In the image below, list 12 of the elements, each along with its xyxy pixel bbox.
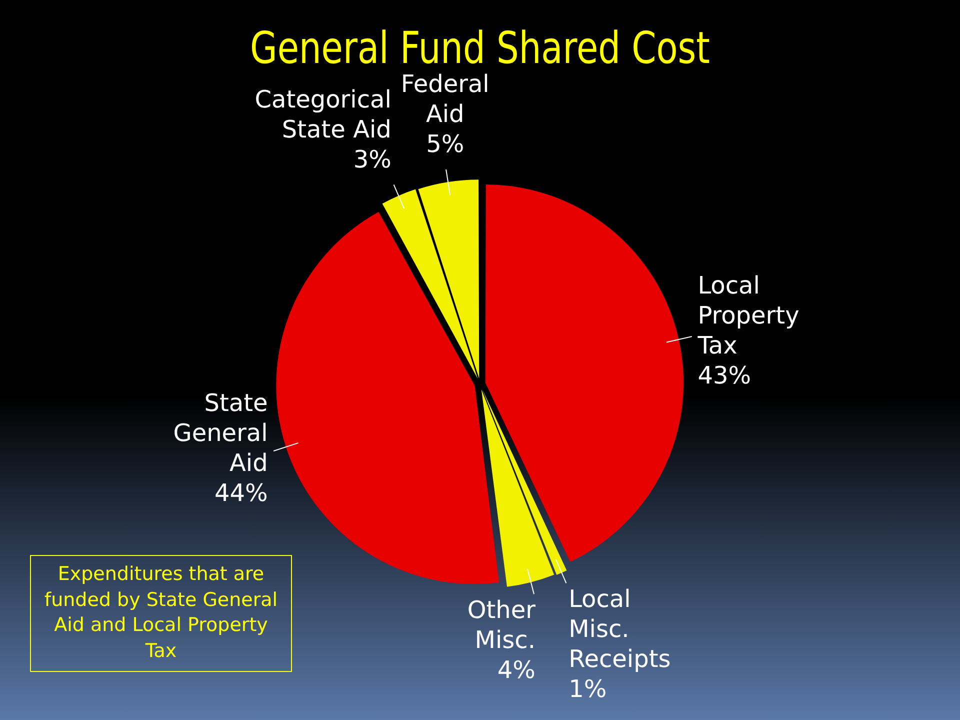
slice-label: Local Misc. Receipts [568,584,671,673]
data-label: 4% [497,656,536,684]
data-label: 44% [214,479,268,508]
slice-label: State General Aid [173,389,268,478]
slice-label: Categorical State Aid [254,85,392,144]
data-label: 43% [698,361,752,390]
data-label: 5% [426,130,464,158]
data-label: 1% [568,674,607,703]
data-label: 3% [353,145,392,174]
slice-label: Other Misc. [467,596,536,654]
text: Expenditures that are funded by State General Aid and Local Property Tax [30,555,292,672]
slice-label: Local Property Tax [696,271,800,360]
